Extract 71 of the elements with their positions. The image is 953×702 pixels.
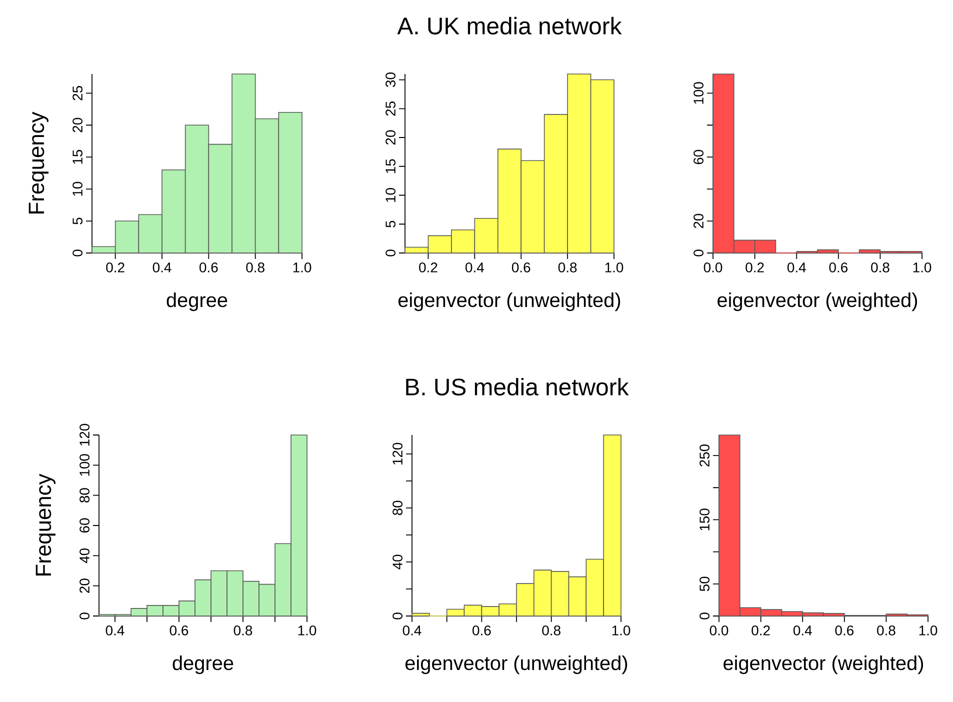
x-tick-label: 0.2 [746, 262, 764, 272]
x-axis-title: eigenvector (unweighted) [398, 292, 620, 312]
x-tick-label: 0.4 [152, 262, 172, 272]
y-axis-title: Frequency [28, 112, 48, 214]
x-tick-label: 0.8 [871, 262, 890, 272]
y-tick-label: 40 [80, 548, 90, 564]
y-tick-label: 5 [386, 220, 396, 228]
y-tick-label: 0 [80, 612, 90, 620]
x-tick-label: 0.2 [106, 262, 124, 272]
y-tick-label: 25 [386, 101, 396, 116]
y-tick-label: 80 [80, 488, 90, 502]
x-tick-label: 0.4 [402, 626, 422, 636]
y-tick-label: 150 [700, 508, 710, 530]
x-tick-label: 0.8 [234, 626, 252, 636]
y-axis-title: Frequency [36, 474, 56, 576]
y-tick-label: 80 [392, 500, 402, 516]
x-tick-label: 0.8 [877, 626, 896, 636]
x-tick-label: 0.0 [704, 262, 722, 272]
chart-title: A. UK media network [397, 16, 622, 34]
x-tick-label: 1.0 [913, 262, 932, 272]
y-tick-label: 120 [80, 424, 90, 446]
x-tick-label: 0.6 [170, 626, 188, 636]
x-tick-label: 0.6 [835, 626, 854, 636]
x-tick-label: 1.0 [612, 626, 630, 636]
chart-title: B. US media network [406, 378, 629, 396]
x-tick-label: 0.6 [829, 262, 848, 272]
x-axis-title: degree [172, 656, 234, 674]
x-tick-label: 0.6 [200, 262, 218, 272]
y-tick-label: 50 [700, 576, 710, 592]
y-tick-label: 10 [386, 188, 396, 202]
y-tick-label: 60 [694, 150, 704, 164]
x-tick-label: 0.4 [106, 626, 124, 636]
x-tick-label: 1.0 [605, 262, 624, 272]
y-tick-label: 0 [694, 250, 704, 256]
y-tick-label: 20 [694, 214, 704, 228]
x-tick-label: 0.0 [710, 626, 728, 636]
x-tick-label: 1.0 [919, 626, 938, 636]
y-tick-label: 15 [386, 159, 396, 174]
x-axis-title: eigenvector (weighted) [724, 656, 924, 674]
y-tick-label: 30 [386, 72, 396, 87]
x-axis-title: eigenvector (weighted) [718, 292, 918, 312]
y-tick-label: 100 [80, 454, 90, 476]
y-tick-label: 120 [392, 442, 402, 464]
y-tick-label: 0 [72, 250, 82, 256]
y-tick-label: 25 [72, 86, 82, 100]
y-tick-label: 60 [80, 518, 90, 533]
x-tick-label: 0.6 [472, 626, 491, 636]
y-tick-label: 0 [392, 612, 402, 620]
y-tick-label: 0 [386, 250, 396, 256]
y-tick-label: 20 [72, 118, 82, 132]
x-tick-label: 0.2 [752, 626, 770, 636]
y-tick-label: 250 [700, 444, 710, 466]
y-tick-label: 15 [72, 150, 82, 164]
x-tick-label: 1.0 [298, 626, 316, 636]
x-tick-label: 0.8 [542, 626, 560, 636]
x-tick-label: 0.4 [787, 262, 806, 272]
x-tick-label: 0.2 [419, 262, 438, 272]
x-tick-label: 0.8 [246, 262, 264, 272]
y-tick-label: 100 [694, 82, 704, 104]
y-tick-label: 0 [700, 612, 710, 620]
y-tick-label: 20 [386, 130, 396, 145]
x-axis-title: degree [166, 292, 228, 312]
y-tick-label: 10 [72, 182, 82, 196]
y-tick-label: 5 [72, 218, 82, 224]
x-axis-title: eigenvector (unweighted) [405, 656, 628, 674]
y-tick-label: 40 [392, 554, 402, 570]
x-tick-label: 0.6 [512, 262, 530, 272]
x-tick-label: 0.4 [466, 262, 484, 272]
x-tick-label: 0.4 [793, 626, 812, 636]
y-tick-label: 20 [80, 578, 90, 593]
x-tick-label: 0.8 [558, 262, 577, 272]
